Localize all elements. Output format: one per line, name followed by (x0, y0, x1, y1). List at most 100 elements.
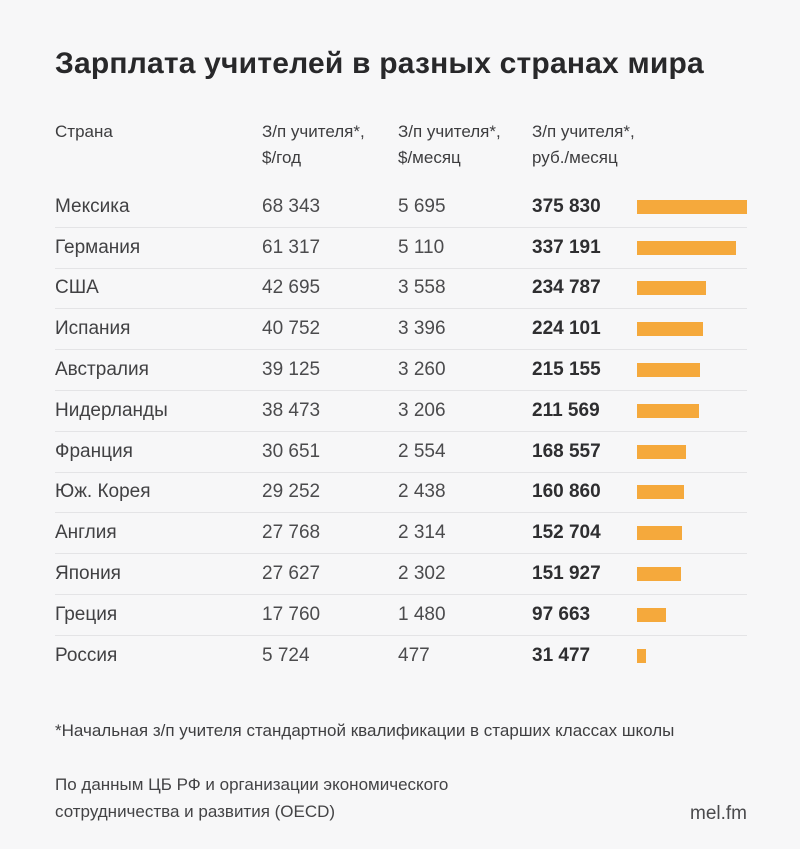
salary-bar (637, 567, 681, 582)
column-header-line: З/п учителя*, (398, 122, 501, 141)
column-header-line: З/п учителя*, (262, 122, 365, 141)
table-row: Австралия 39 125 3 260 215 155 (55, 350, 747, 391)
usd-year-cell: 27 768 (262, 522, 321, 544)
table-row: Россия 5 724 477 31 477 (55, 636, 747, 677)
usd-month-cell: 5 110 (398, 236, 445, 258)
country-cell: Греция (55, 603, 118, 625)
usd-month-cell: 3 260 (398, 359, 446, 381)
column-header-line: $/месяц (398, 148, 461, 167)
rub-month-cell: 224 101 (532, 318, 601, 340)
salary-bar (637, 322, 703, 337)
source-row: По данным ЦБ РФ и организации экономичес… (55, 771, 747, 825)
rub-month-cell: 31 477 (532, 645, 591, 667)
bar-cell (637, 322, 747, 337)
usd-year-cell: 40 752 (262, 318, 321, 340)
usd-month-cell: 477 (398, 645, 430, 667)
usd-month-cell: 3 206 (398, 399, 446, 421)
infographic: Зарплата учителей в разных странах мира … (55, 47, 747, 825)
salary-bar (637, 281, 706, 296)
column-header-usd-month: З/п учителя*, $/месяц (398, 119, 532, 171)
salary-bar (637, 649, 646, 664)
salary-bar (637, 199, 747, 214)
usd-year-cell: 17 760 (262, 603, 321, 625)
usd-month-cell: 5 695 (398, 195, 446, 217)
rub-month-cell: 211 569 (532, 399, 600, 421)
bar-cell (637, 485, 747, 500)
usd-month-cell: 2 302 (398, 563, 446, 585)
usd-month-cell: 2 438 (398, 481, 446, 503)
country-cell: Германия (55, 236, 141, 258)
country-cell: Юж. Корея (55, 481, 151, 503)
rub-month-cell: 152 704 (532, 522, 601, 544)
usd-year-cell: 5 724 (262, 645, 310, 667)
usd-month-cell: 1 480 (398, 603, 446, 625)
table-row: Испания 40 752 3 396 224 101 (55, 309, 747, 351)
column-header-line: $/год (262, 148, 302, 167)
column-header-country: Страна (55, 119, 262, 171)
usd-year-cell: 29 252 (262, 481, 321, 503)
column-header-line: Страна (55, 122, 113, 141)
column-header-rub-month: З/п учителя*, руб./месяц (532, 119, 637, 171)
table-row: Юж. Корея 29 252 2 438 160 860 (55, 473, 747, 514)
bar-cell (637, 607, 747, 622)
data-source: По данным ЦБ РФ и организации экономичес… (55, 771, 448, 825)
data-source-line: сотрудничества и развития (OECD) (55, 801, 336, 821)
salary-bar (637, 403, 699, 418)
country-cell: Испания (55, 318, 131, 340)
column-header-line: руб./месяц (532, 148, 618, 167)
usd-year-cell: 27 627 (262, 563, 321, 585)
rub-month-cell: 234 787 (532, 277, 601, 299)
salary-table-body: Мексика 68 343 5 695 375 830 Германия 61… (55, 187, 747, 677)
salary-bar (637, 444, 686, 459)
usd-year-cell: 42 695 (262, 277, 321, 299)
rub-month-cell: 168 557 (532, 440, 601, 462)
country-cell: Англия (55, 522, 117, 544)
brand-logo: mel.fm (690, 802, 747, 824)
usd-year-cell: 39 125 (262, 359, 321, 381)
usd-year-cell: 30 651 (262, 440, 321, 462)
table-row: Нидерланды 38 473 3 206 211 569 (55, 391, 747, 432)
rub-month-cell: 337 191 (532, 236, 601, 258)
usd-year-cell: 68 343 (262, 195, 321, 217)
salary-bar (637, 526, 682, 541)
table-row: США 42 695 3 558 234 787 (55, 269, 747, 310)
table-row: Япония 27 627 2 302 151 927 (55, 554, 747, 595)
table-row: Мексика 68 343 5 695 375 830 (55, 187, 747, 228)
usd-year-cell: 61 317 (262, 236, 321, 258)
bar-cell (637, 567, 747, 582)
salary-bar (637, 485, 684, 500)
country-cell: Франция (55, 440, 133, 462)
data-source-line: По данным ЦБ РФ и организации экономичес… (55, 774, 449, 794)
page-title: Зарплата учителей в разных странах мира (55, 47, 704, 80)
usd-month-cell: 3 396 (398, 318, 446, 340)
table-row: Греция 17 760 1 480 97 663 (55, 595, 747, 636)
country-cell: США (55, 277, 99, 299)
bar-cell (637, 444, 747, 459)
footnote: *Начальная з/п учителя стандартной квали… (55, 720, 675, 740)
table-row: Германия 61 317 5 110 337 191 (55, 228, 747, 269)
table-row: Франция 30 651 2 554 168 557 (55, 432, 747, 473)
bar-cell (637, 526, 747, 541)
rub-month-cell: 151 927 (532, 563, 601, 585)
country-cell: Россия (55, 645, 118, 667)
usd-month-cell: 2 554 (398, 440, 446, 462)
salary-bar (637, 240, 736, 255)
column-header-usd-year: З/п учителя*, $/год (262, 119, 398, 171)
rub-month-cell: 215 155 (532, 359, 601, 381)
usd-month-cell: 2 314 (398, 522, 446, 544)
table-header-row: Страна З/п учителя*, $/год З/п учителя*,… (55, 119, 747, 171)
bar-cell (637, 281, 747, 296)
rub-month-cell: 160 860 (532, 481, 601, 503)
bar-cell (637, 199, 747, 214)
salary-bar (637, 607, 666, 622)
table-row: Англия 27 768 2 314 152 704 (55, 513, 747, 555)
usd-year-cell: 38 473 (262, 399, 321, 421)
column-header-line: З/п учителя*, (532, 122, 635, 141)
salary-bar (637, 363, 700, 378)
rub-month-cell: 375 830 (532, 195, 601, 217)
country-cell: Нидерланды (55, 399, 168, 421)
country-cell: Мексика (55, 195, 130, 217)
country-cell: Австралия (55, 359, 149, 381)
country-cell: Япония (55, 563, 121, 585)
rub-month-cell: 97 663 (532, 603, 591, 625)
